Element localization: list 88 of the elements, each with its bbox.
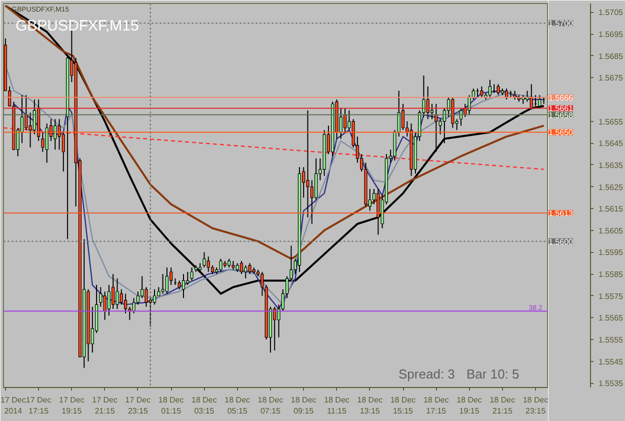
- y-tick-label: 1.5585: [598, 270, 624, 280]
- candlestick: [144, 286, 148, 308]
- candlestick: [343, 108, 347, 133]
- ref-line-label: 1.5666: [548, 93, 574, 102]
- y-tick-label: 1.5575: [598, 292, 624, 301]
- candlestick: [112, 274, 115, 310]
- y-tick-label: 1.5645: [598, 139, 624, 148]
- candlestick: [103, 291, 106, 320]
- x-tick-label: 18 Dec 01:15: [158, 396, 184, 416]
- candlestick: [28, 112, 32, 148]
- y-tick-label: 1.5535: [598, 379, 624, 388]
- x-tick-label: 18 Dec 19:15: [456, 396, 482, 416]
- y-tick-label: 1.5565: [598, 314, 624, 323]
- candlestick: [538, 94, 542, 109]
- candlestick: [152, 288, 156, 306]
- x-tick-label: 18 Dec 23:15: [522, 396, 548, 416]
- candlestick: [120, 288, 123, 306]
- y-tick-label: 1.5545: [598, 357, 624, 366]
- candlestick: [401, 103, 405, 131]
- candlestick: [190, 267, 194, 282]
- candlestick: [472, 88, 475, 100]
- x-tick-label: 17 Dec 23:15: [125, 396, 151, 416]
- candlestick: [202, 252, 206, 268]
- candlestick: [376, 188, 380, 236]
- candlestick: [161, 274, 164, 294]
- candlestick: [504, 88, 508, 100]
- y-tick-label: 1.5605: [598, 226, 624, 236]
- x-tick-label: 18 Dec 17:15: [423, 396, 449, 416]
- x-tick-label: 18 Dec 09:15: [290, 396, 316, 416]
- candlestick: [140, 276, 144, 299]
- x-tick-label: 18 Dec 11:15: [324, 396, 350, 416]
- x-tick-label: 18 Dec 05:15: [224, 396, 250, 416]
- candlestick: [54, 118, 57, 150]
- candlestick: [488, 79, 492, 98]
- candlestick: [496, 84, 500, 96]
- candlestick: [426, 86, 430, 120]
- ref-line-label: 1.5700: [548, 19, 574, 28]
- candlestick: [132, 298, 136, 314]
- candlestick: [219, 258, 222, 272]
- ref-line-label: 1.5600: [548, 237, 574, 246]
- y-tick-label: 1.5625: [598, 182, 624, 192]
- candlestick: [45, 123, 48, 164]
- x-tick-label: 18 Dec 21:15: [490, 396, 516, 416]
- candlestick: [480, 86, 484, 98]
- candlestick: [244, 264, 248, 279]
- candlestick: [206, 256, 210, 272]
- candlestick: [124, 293, 128, 314]
- candlestick: [107, 284, 111, 316]
- candlestick: [314, 158, 318, 200]
- candlestick: [24, 94, 28, 131]
- y-tick-label: 1.5695: [598, 30, 624, 40]
- x-tick-label: 18 Dec 15:15: [390, 396, 416, 416]
- y-tick-label: 1.5685: [598, 52, 624, 61]
- candlestick: [58, 118, 61, 150]
- candlestick: [240, 260, 244, 275]
- candlestick: [248, 262, 252, 275]
- y-tick-label: 1.5555: [598, 336, 624, 344]
- candlestick: [165, 267, 168, 294]
- annotation: Spread: 3: [398, 366, 455, 382]
- candlestick: [430, 103, 434, 120]
- ref-line-label: 1.5613: [548, 208, 574, 218]
- x-tick-label: 17 Dec 21:15: [92, 396, 118, 416]
- candlestick: [99, 286, 102, 308]
- candlestick: [451, 96, 454, 128]
- y-tick-label: 1.5615: [598, 204, 624, 214]
- x-tick-label: 18 Dec 03:15: [192, 396, 217, 416]
- candlestick: [393, 130, 396, 162]
- ref-line-label: 1.5650: [548, 128, 574, 138]
- candlestick: [186, 271, 190, 286]
- y-tick-label: 1.5635: [598, 160, 624, 170]
- candlestick: [41, 132, 44, 152]
- x-tick-label: 18 Dec 13:15: [357, 396, 383, 416]
- y-tick-label: 1.5705: [598, 8, 624, 18]
- candlestick: [32, 99, 36, 135]
- y-tick-label: 1.5655: [598, 117, 624, 126]
- y-tick-label: 1.5675: [598, 74, 624, 83]
- annotation: Bar 10: 5: [466, 366, 520, 382]
- x-tick-label: 17 Dec 19:15: [59, 396, 84, 416]
- x-tick-label: 17 Dec 17:15: [26, 396, 52, 416]
- ref-line-label: 1.5658: [548, 110, 574, 120]
- ref-line-label: 1.5661: [548, 104, 574, 114]
- x-tick-label: 18 Dec 07:15: [258, 396, 284, 416]
- candlestick: [306, 110, 310, 218]
- candlestick: [468, 94, 471, 116]
- candlestick: [116, 278, 119, 310]
- candlestick: [182, 274, 186, 299]
- x-tick-label: 17 Dec 2014: [0, 396, 26, 416]
- y-tick-label: 1.5595: [598, 248, 624, 258]
